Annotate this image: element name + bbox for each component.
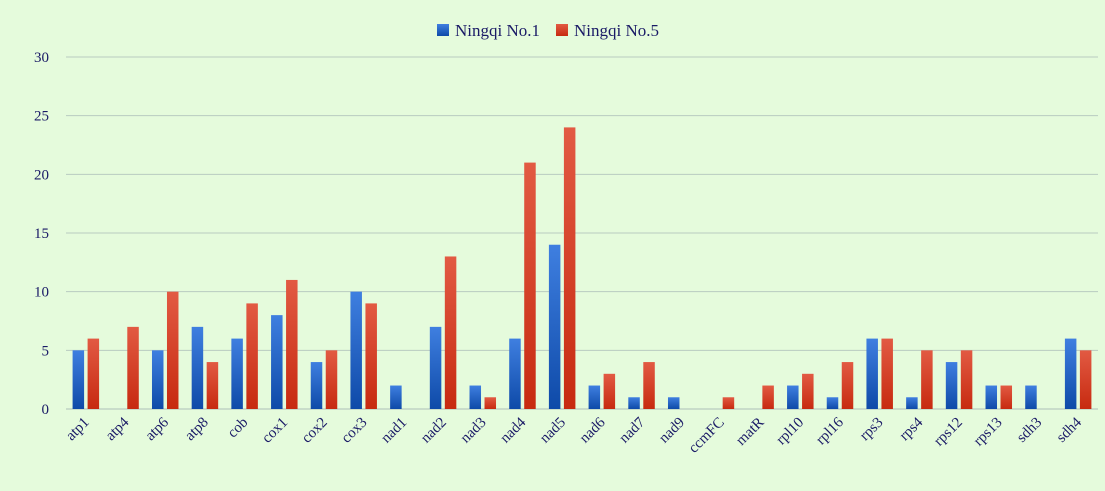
x-tick-label: atp6: [142, 414, 172, 444]
x-tick-label: rps4: [897, 414, 927, 444]
x-tick-label: nad6: [577, 414, 609, 446]
legend-label: Ningqi No.5: [574, 21, 659, 40]
bar-ningqi-no1-nad1: [390, 385, 402, 409]
bar-ningqi-no5-nad4: [524, 162, 536, 409]
bar-ningqi-no1-rps13: [985, 385, 998, 409]
bar-ningqi-no5-rpl10: [802, 373, 814, 409]
x-tick-label: cox2: [299, 415, 331, 447]
x-axis: atp1 atp4 atp6 atp8 cob cox1 cox2 cox3 nad1 nad2 n…: [63, 414, 1085, 456]
bar-ningqi-no1-rpl10: [787, 385, 799, 409]
x-tick-label: rps13: [971, 415, 1006, 450]
bar-ningqi-no1-rps4: [906, 397, 918, 409]
bar-ningqi-no1-nad7: [628, 397, 640, 409]
legend-swatch: [437, 24, 449, 36]
bar-ningqi-no1-nad4: [509, 338, 521, 409]
bar-ningqi-no5-nad7: [643, 362, 655, 409]
legend-swatch: [556, 24, 568, 36]
bar-ningqi-no5-atp4: [127, 326, 139, 409]
bar-ningqi-no1-nad6: [588, 385, 601, 409]
y-tick-label: 25: [34, 109, 49, 125]
bar-ningqi-no1-atp8: [191, 326, 204, 409]
x-tick-label: nad5: [537, 415, 569, 447]
x-tick-label: nad9: [656, 415, 688, 447]
x-tick-label: atp4: [103, 414, 133, 444]
bar-ningqi-no5-atp6: [166, 291, 179, 409]
bar-ningqi-no5-cox3: [365, 303, 377, 409]
y-axis: 0 5 10 15 20 25 30: [34, 50, 49, 418]
bar-ningqi-no5-cox1: [286, 279, 298, 409]
bar-ningqi-no5-nad6: [603, 373, 616, 409]
x-tick-label: matR: [733, 415, 767, 449]
y-tick-label: 5: [42, 343, 50, 359]
bar-ningqi-no5-sdh4: [1079, 350, 1092, 409]
bar-ningqi-no1-cox3: [350, 291, 362, 409]
x-tick-label: nad1: [378, 415, 410, 447]
x-tick-label: rpl10: [773, 415, 807, 449]
bar-ningqi-no5-ccmFC: [722, 397, 735, 409]
bar-ningqi-no1-nad5: [548, 244, 561, 409]
y-tick-label: 30: [34, 50, 49, 66]
x-tick-label: rps3: [857, 415, 887, 445]
bar-ningqi-no5-matR: [762, 385, 774, 409]
bar-ningqi-no1-cob: [231, 338, 243, 409]
bar-ningqi-no5-rps13: [1000, 385, 1013, 409]
x-tick-label: nad3: [458, 415, 490, 447]
y-tick-label: 0: [42, 402, 50, 418]
bar-ningqi-no1-sdh3: [1025, 385, 1037, 409]
bar-ningqi-no1-rpl16: [826, 397, 839, 409]
bar-ningqi-no5-nad2: [444, 256, 457, 409]
bar-ningqi-no1-atp6: [151, 350, 164, 409]
bar-ningqi-no1-cox2: [310, 362, 323, 409]
legend: Ningqi No.1 Ningqi No.5: [437, 21, 659, 40]
bar-ningqi-no5-nad3: [484, 397, 497, 409]
x-tick-label: rps12: [931, 415, 966, 450]
bar-ningqi-no1-nad3: [469, 385, 482, 409]
bar-ningqi-no1-nad2: [429, 326, 442, 409]
bar-ningqi-no5-nad5: [563, 127, 576, 410]
x-tick-label: sdh3: [1014, 415, 1045, 446]
x-tick-label: cox1: [259, 415, 291, 447]
bar-ningqi-no5-rps3: [881, 338, 893, 409]
grid: [66, 56, 1098, 410]
bar-ningqi-no5-rps4: [921, 350, 933, 409]
bar-ningqi-no5-atp1: [87, 338, 100, 409]
bar-ningqi-no5-cox2: [325, 350, 338, 409]
x-tick-label: atp8: [182, 415, 212, 445]
x-tick-label: rpl16: [813, 414, 847, 448]
bar-ningqi-no1-rps12: [945, 362, 958, 409]
y-tick-label: 10: [34, 285, 49, 301]
y-tick-label: 15: [34, 226, 49, 242]
bar-ningqi-no1-cox1: [271, 315, 283, 409]
bar-ningqi-no5-cob: [246, 303, 258, 409]
x-tick-label: nad4: [497, 414, 529, 446]
x-tick-label: cox3: [339, 415, 371, 447]
bar-ningqi-no5-atp8: [206, 362, 219, 409]
x-tick-label: atp1: [63, 415, 93, 445]
bars: [72, 127, 1092, 410]
x-tick-label: sdh4: [1054, 414, 1086, 446]
bar-ningqi-no1-atp1: [72, 350, 85, 409]
bar-ningqi-no1-nad9: [667, 397, 680, 409]
x-tick-label: nad7: [616, 414, 648, 446]
bar-ningqi-no5-rpl16: [841, 362, 854, 409]
bar-ningqi-no1-sdh4: [1064, 338, 1077, 409]
x-tick-label: nad2: [418, 415, 450, 447]
legend-label: Ningqi No.1: [455, 21, 540, 40]
bar-ningqi-no5-rps12: [960, 350, 973, 409]
bar-ningqi-no1-rps3: [866, 338, 878, 409]
y-tick-label: 20: [34, 167, 49, 183]
x-tick-label: cob: [225, 415, 252, 442]
x-tick-label: ccmFC: [686, 415, 728, 457]
